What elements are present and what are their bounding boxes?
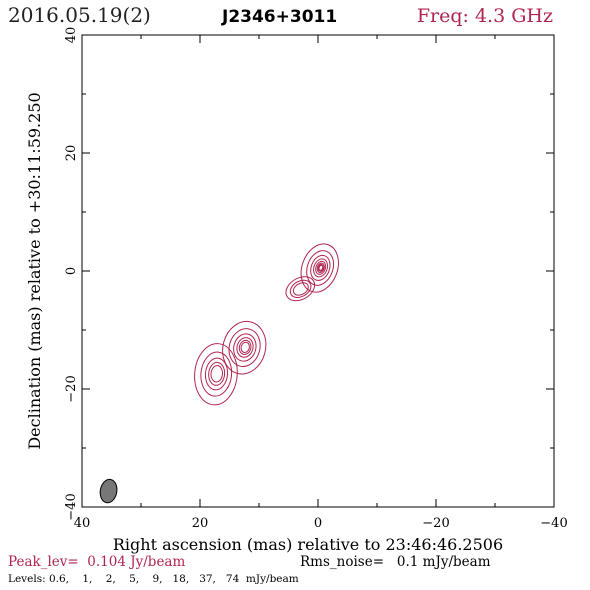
contour-line: [318, 264, 324, 271]
beam-layer: [99, 478, 118, 504]
contour-component-knot-2: [194, 343, 238, 406]
contour-line: [313, 258, 329, 278]
contour-line: [316, 262, 325, 273]
contour-line: [222, 320, 267, 375]
contour-line: [238, 339, 252, 355]
source-name: J2346+3011: [221, 7, 337, 27]
beam-ellipse: [99, 478, 118, 504]
epoch-date: 2016.05.19(2): [8, 3, 151, 27]
x-tick-label: −20: [422, 516, 449, 531]
y-tick-label: 40: [64, 27, 79, 44]
contour-line: [292, 282, 309, 296]
x-tick-label: 20: [192, 516, 209, 531]
contour-line: [208, 361, 226, 386]
contour-component-core: [300, 243, 339, 293]
contour-line: [200, 351, 233, 397]
y-tick-labels: −40 −20 0 20 40: [64, 27, 79, 521]
x-axis-label: Right ascension (mas) relative to 23:46:…: [113, 535, 503, 554]
contour-line: [233, 333, 257, 362]
contour-line: [228, 328, 261, 367]
y-tick-label: −20: [64, 375, 79, 402]
rms-noise: Rms_noise= 0.1 mJy/beam: [300, 554, 491, 570]
contour-line: [194, 343, 238, 406]
contour-line: [240, 341, 250, 353]
contour-line: [289, 279, 312, 298]
contour-line: [210, 365, 223, 383]
contour-line: [204, 357, 229, 391]
y-tick-label: 20: [64, 145, 79, 162]
contour-line: [315, 260, 327, 275]
contour-layer: [194, 243, 339, 406]
contour-line: [300, 243, 339, 293]
x-tick-label: 0: [314, 516, 322, 531]
contour-component-core-ext: [285, 276, 316, 302]
contour-line: [310, 254, 331, 281]
contour-line: [317, 263, 324, 272]
y-tick-label: −40: [64, 493, 79, 520]
y-tick-label: 0: [64, 267, 79, 275]
axis-ticks: [81, 34, 555, 508]
contour-component-knot-1: [222, 320, 267, 375]
x-tick-label: −40: [540, 516, 567, 531]
x-tick-label: 40: [74, 516, 91, 531]
y-axis-label: Declination (mas) relative to +30:11:59.…: [25, 92, 44, 449]
frequency-label: Freq: 4.3 GHz: [417, 5, 553, 27]
contour-line: [285, 276, 316, 302]
contour-line: [236, 337, 254, 358]
contour-levels: Levels: 0.6, 1, 2, 5, 9, 18, 37, 74 mJy/…: [8, 573, 299, 585]
x-tick-labels: 40 20 0 −20 −40: [74, 516, 568, 531]
contour-line: [306, 250, 335, 286]
peak-level: Peak_lev= 0.104 Jy/beam: [8, 554, 185, 570]
